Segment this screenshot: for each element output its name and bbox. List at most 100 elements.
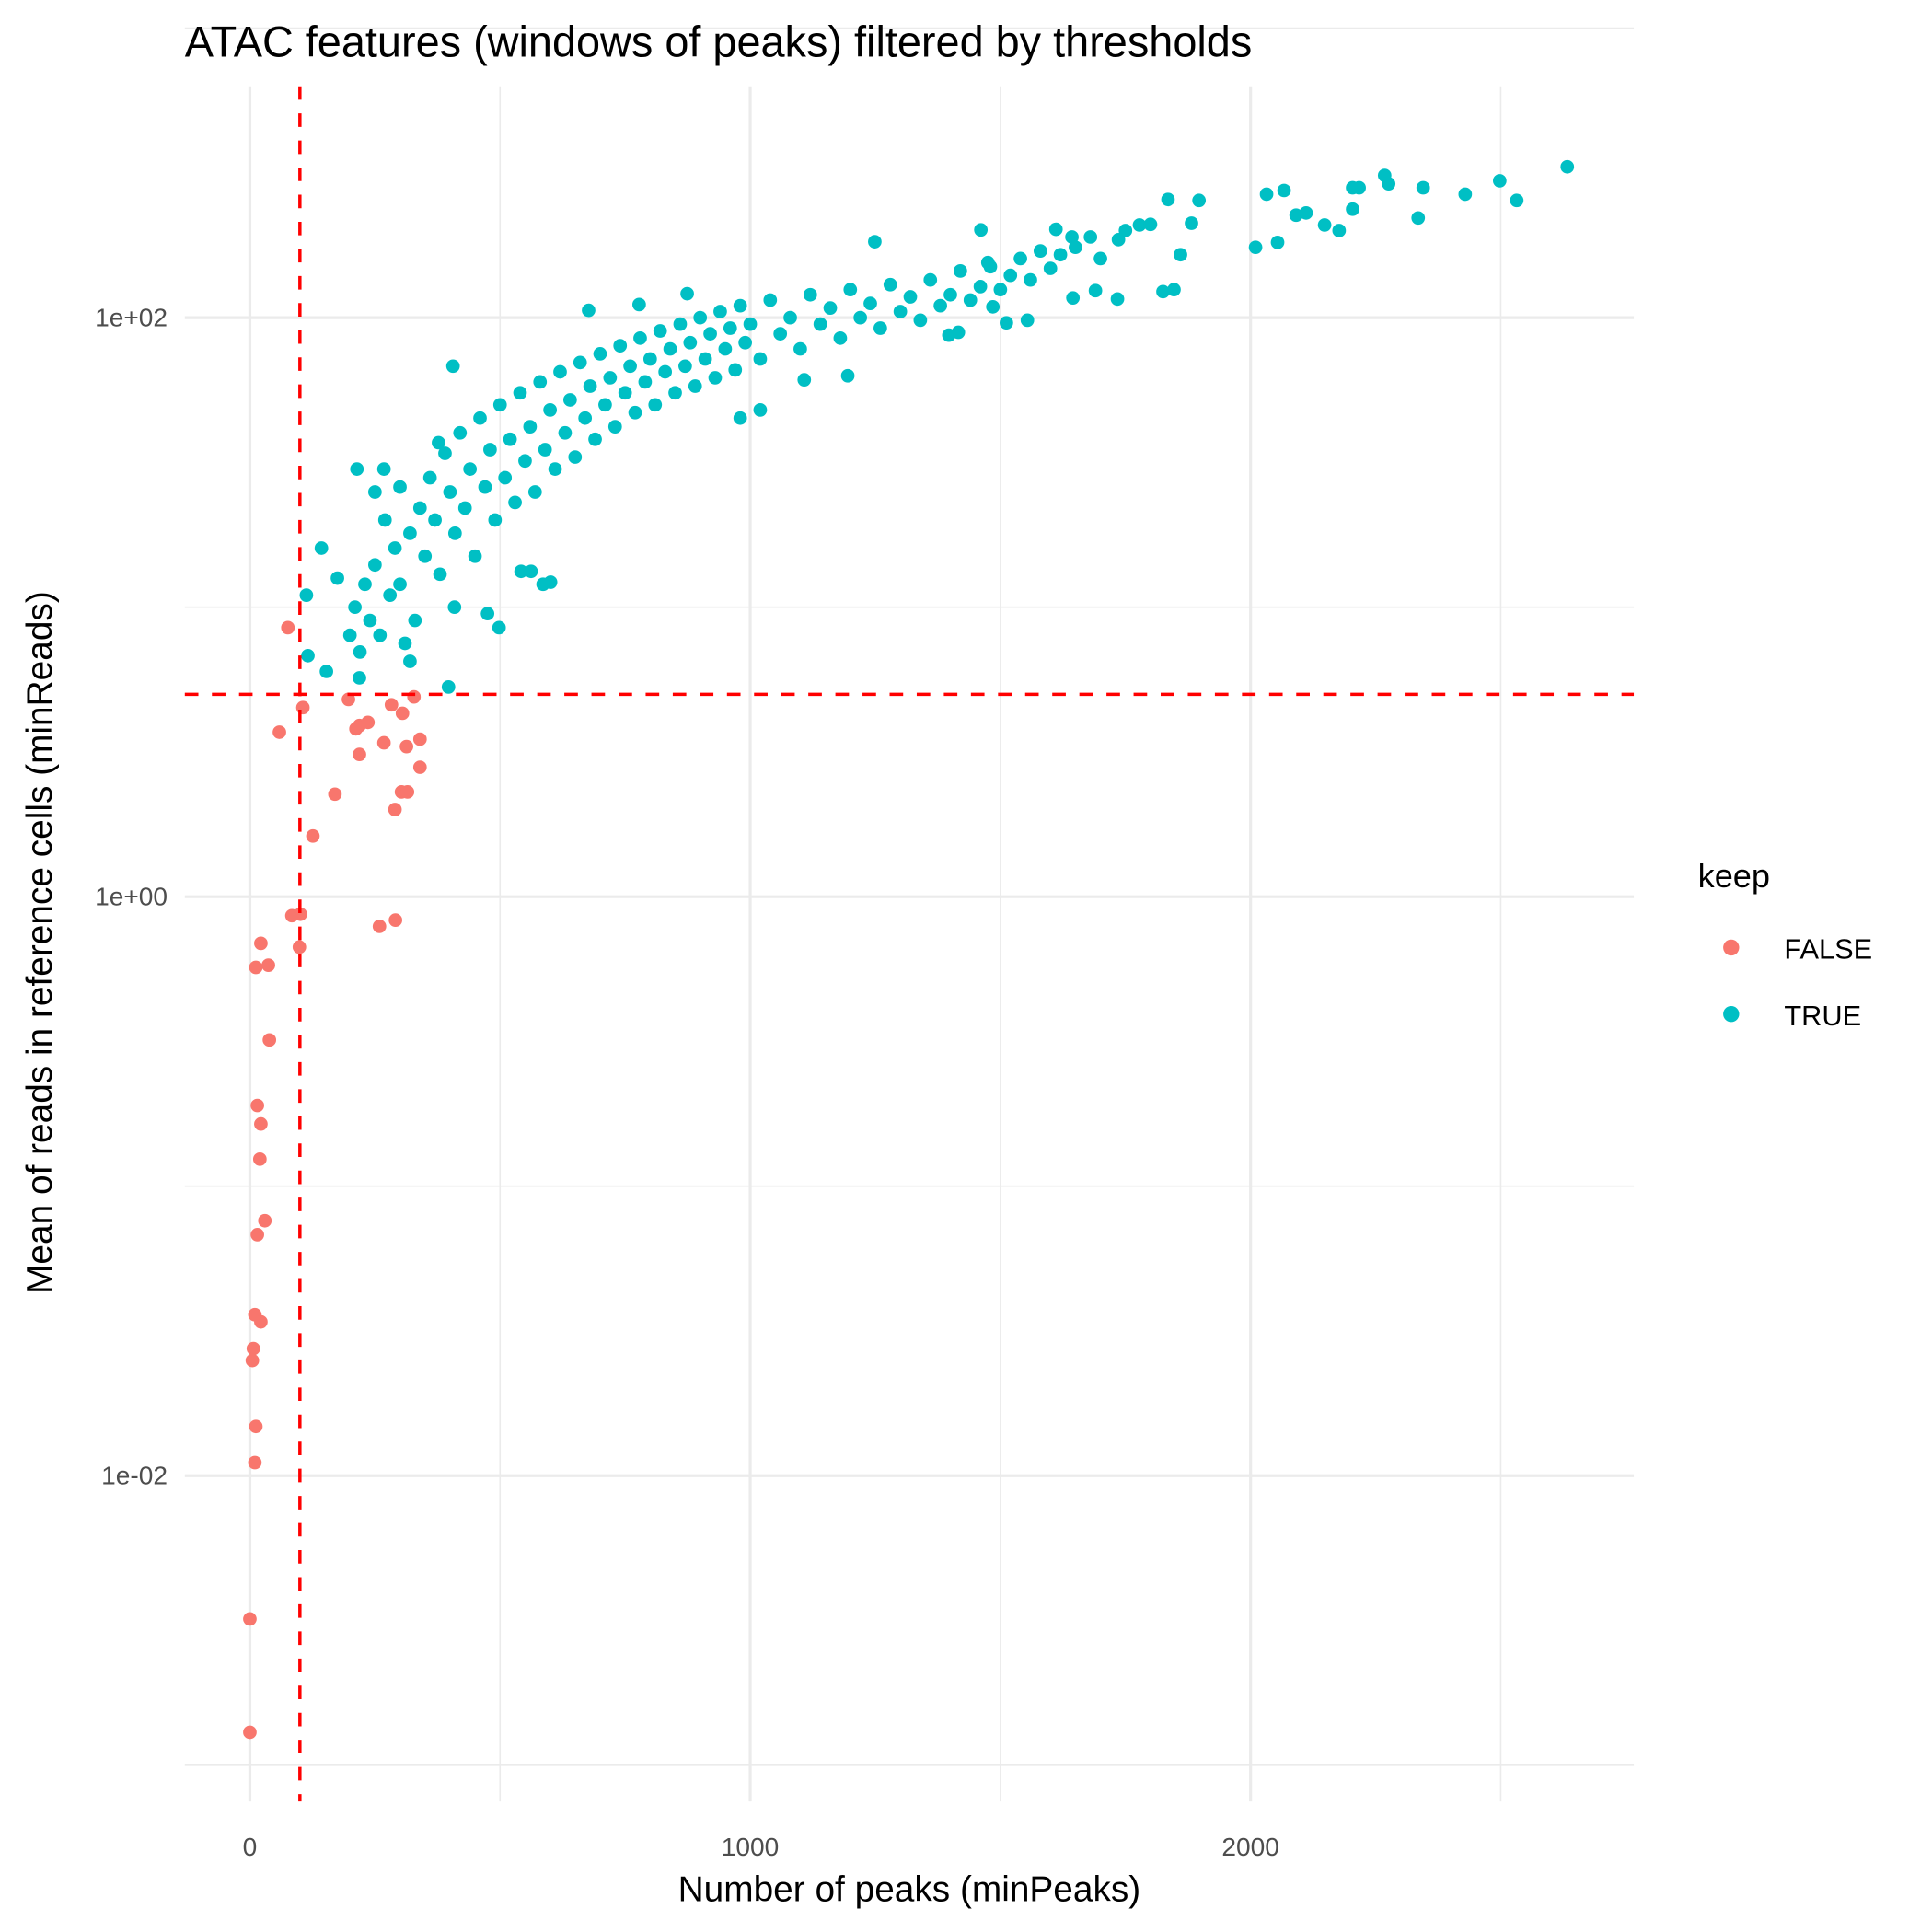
data-point-true xyxy=(468,549,482,563)
data-point-true xyxy=(1167,283,1181,297)
data-point-true xyxy=(353,671,366,685)
data-point-true xyxy=(668,386,682,400)
data-point-true xyxy=(863,296,877,311)
data-point-false xyxy=(250,1098,264,1113)
data-point-true xyxy=(903,290,918,304)
data-point-true xyxy=(568,450,583,464)
data-point-false xyxy=(372,920,387,933)
data-point-true xyxy=(368,558,382,573)
data-point-true xyxy=(588,432,602,446)
data-point-true xyxy=(492,398,507,412)
data-point-true xyxy=(943,287,957,302)
data-point-true xyxy=(533,375,548,389)
data-point-true xyxy=(1033,244,1047,259)
data-point-true xyxy=(698,352,712,366)
data-point-true xyxy=(563,393,577,407)
data-point-false xyxy=(412,732,427,746)
data-point-true xyxy=(598,398,612,412)
data-point-true xyxy=(453,425,468,440)
data-point-true xyxy=(1065,230,1079,244)
data-point-true xyxy=(1000,316,1013,330)
data-point-true xyxy=(868,235,882,249)
data-point-true xyxy=(743,317,758,331)
data-point-true xyxy=(445,359,460,374)
data-point-true xyxy=(1156,284,1170,299)
legend-key-true xyxy=(1723,1006,1740,1023)
data-point-false xyxy=(243,1612,257,1626)
data-point-true xyxy=(299,588,314,603)
data-point-true xyxy=(607,420,622,434)
data-point-false xyxy=(295,700,310,715)
data-point-true xyxy=(363,613,377,628)
data-point-true xyxy=(783,310,797,325)
data-point-false xyxy=(388,913,403,928)
data-point-true xyxy=(632,297,646,312)
data-point-true xyxy=(1493,174,1507,188)
x-tick-label: 0 xyxy=(243,1833,258,1861)
data-point-true xyxy=(708,371,723,385)
legend-label-true: TRUE xyxy=(1784,1000,1861,1032)
data-point-true xyxy=(483,443,497,457)
data-point-true xyxy=(873,321,887,335)
data-point-false xyxy=(272,725,286,739)
data-point-true xyxy=(1013,251,1027,266)
data-point-false xyxy=(384,698,399,712)
data-point-true xyxy=(1024,272,1037,287)
data-point-true xyxy=(480,607,495,621)
data-point-true xyxy=(793,341,807,356)
data-point-true xyxy=(1352,180,1366,195)
data-point-true xyxy=(538,443,552,457)
data-point-true xyxy=(578,411,593,425)
data-point-true xyxy=(973,280,988,294)
tick-labels: 0 1000 2000 1e+02 1e+00 1e-02 xyxy=(95,303,1279,1861)
data-point-true xyxy=(1048,222,1063,237)
data-point-true xyxy=(753,403,768,417)
y-axis-label: Mean of reads in reference cells (minRea… xyxy=(20,591,60,1294)
data-point-true xyxy=(718,341,733,356)
data-point-true xyxy=(441,680,456,694)
data-point-true xyxy=(613,339,628,353)
data-point-true xyxy=(1143,217,1158,232)
data-point-true xyxy=(688,379,702,393)
data-point-true xyxy=(974,223,989,237)
data-point-false xyxy=(353,747,366,762)
data-point-true xyxy=(330,571,344,585)
data-point-true xyxy=(358,577,372,592)
data-point-true xyxy=(642,352,657,366)
data-point-true xyxy=(478,480,492,494)
data-point-false xyxy=(243,1725,257,1740)
data-point-true xyxy=(658,364,673,379)
data-point-true xyxy=(693,310,708,325)
data-point-true xyxy=(463,462,478,476)
data-point-true xyxy=(1270,235,1285,249)
data-point-false xyxy=(361,715,376,730)
data-point-true xyxy=(1132,218,1147,232)
data-point-false xyxy=(254,936,268,951)
data-point-true xyxy=(353,645,367,659)
data-point-true xyxy=(398,636,412,651)
data-point-true xyxy=(993,283,1008,297)
legend-title: keep xyxy=(1698,857,1770,895)
data-point-true xyxy=(633,330,647,345)
data-point-true xyxy=(383,588,398,603)
data-point-true xyxy=(314,541,329,555)
data-point-true xyxy=(523,420,538,434)
data-point-true xyxy=(1411,211,1426,226)
data-point-true xyxy=(488,513,503,527)
data-point-true xyxy=(678,359,692,374)
data-point-true xyxy=(723,321,737,335)
data-point-true xyxy=(1118,224,1133,237)
data-point-true xyxy=(513,386,527,400)
data-point-true xyxy=(403,654,417,668)
data-point-true xyxy=(408,613,422,628)
data-point-true xyxy=(963,293,978,307)
data-point-true xyxy=(803,287,817,302)
data-point-true xyxy=(376,462,391,476)
data-point-true xyxy=(623,359,637,374)
data-point-false xyxy=(388,803,402,816)
data-point-true xyxy=(543,403,557,417)
data-point-false xyxy=(252,1151,267,1166)
data-point-true xyxy=(1299,205,1313,220)
data-point-true xyxy=(553,364,567,379)
